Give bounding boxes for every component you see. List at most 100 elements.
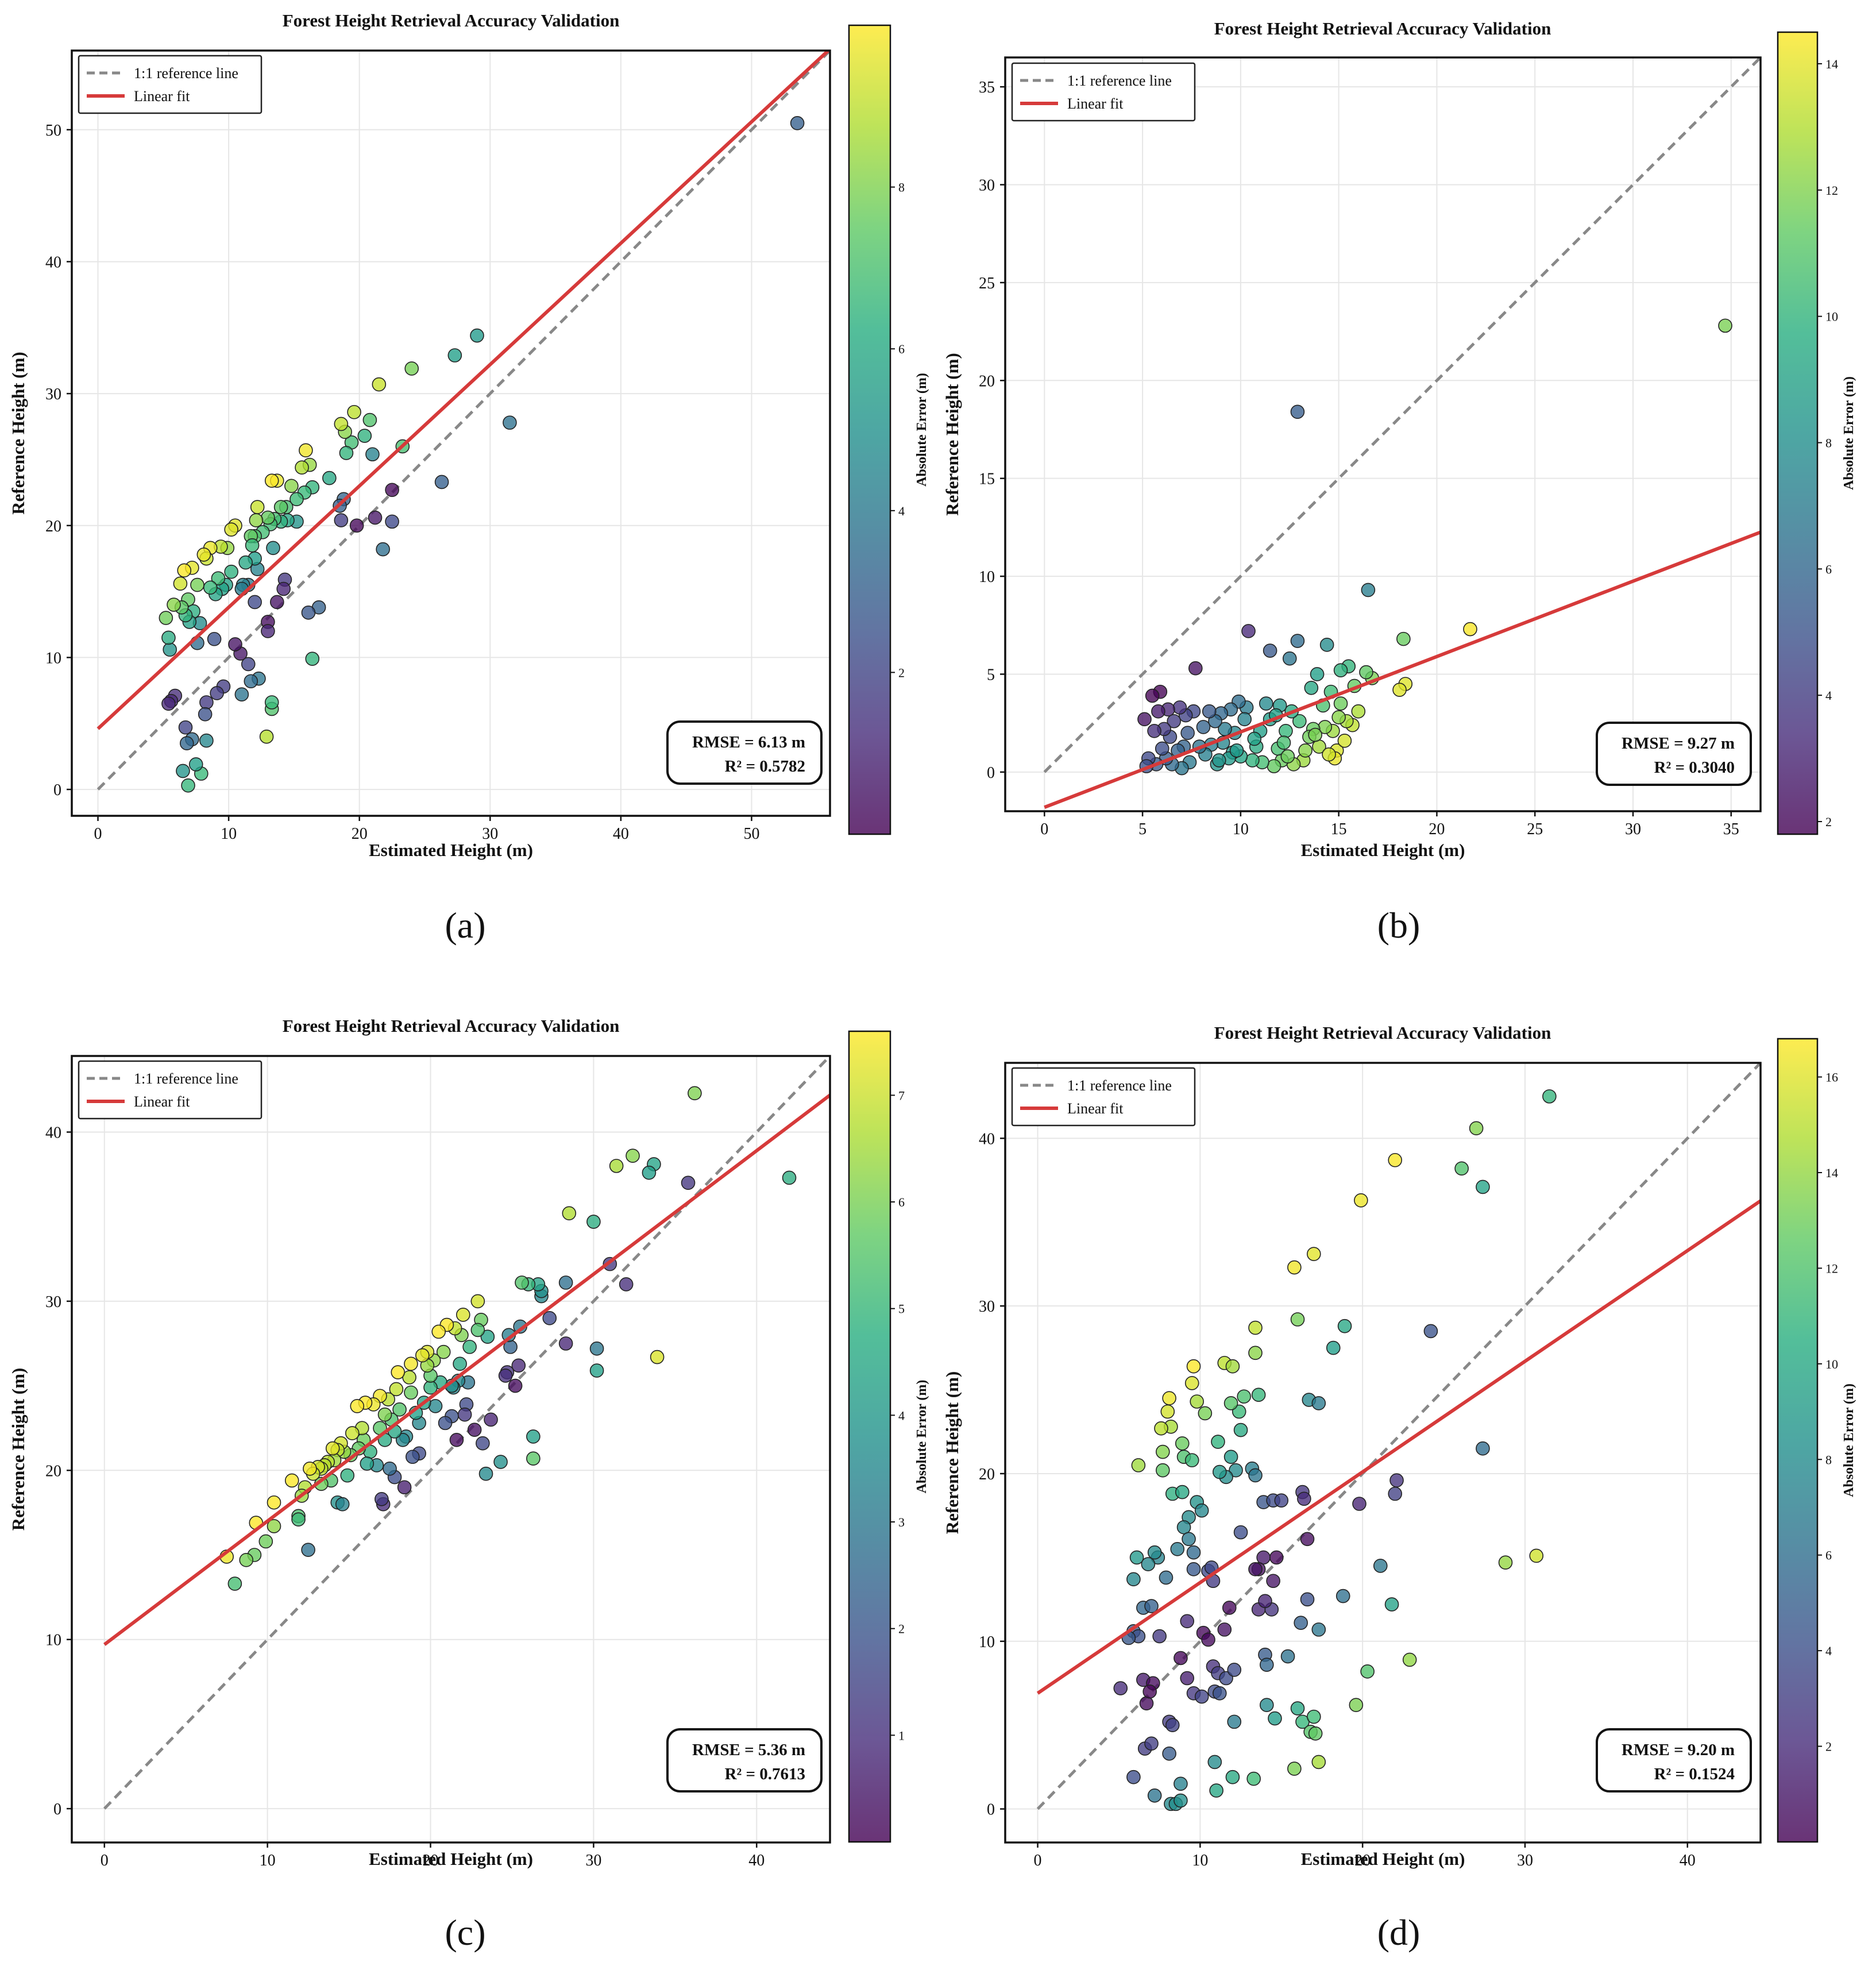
data-point (207, 631, 222, 646)
data-point (303, 1462, 317, 1476)
data-point (1290, 1701, 1305, 1716)
y-axis-label: Reference Height (m) (8, 352, 28, 514)
data-point (1248, 1468, 1263, 1483)
data-point (404, 1385, 418, 1400)
x-tick-label: 50 (743, 825, 759, 843)
data-point (1718, 318, 1732, 333)
data-point (1212, 1686, 1227, 1701)
data-point (470, 328, 484, 343)
stats-box-frame (1596, 1728, 1752, 1792)
colorbar-tick-label: 8 (898, 180, 905, 195)
data-point (305, 652, 320, 666)
data-point (1463, 622, 1477, 637)
panel-label-d: (d) (1377, 1912, 1420, 1953)
stats-box-frame (666, 720, 823, 785)
legend: 1:1 reference line Linear fit (1011, 1067, 1196, 1127)
data-point (526, 1451, 541, 1466)
chart-title: Forest Height Retrieval Accuracy Validat… (1214, 1023, 1551, 1043)
data-point (1274, 1493, 1289, 1508)
colorbar-tick-label: 12 (1825, 1261, 1838, 1275)
stats-r2: R² = 0.1524 (1654, 1765, 1735, 1783)
fit-line (1036, 1199, 1761, 1695)
y-tick-label: 10 (45, 1632, 61, 1649)
data-point (173, 576, 188, 591)
data-point (436, 1344, 451, 1359)
y-axis-label: Reference Height (m) (942, 353, 962, 515)
y-tick-label: 35 (979, 79, 995, 97)
x-axis-label: Estimated Height (m) (369, 840, 533, 860)
data-point (1151, 704, 1165, 719)
data-point (1207, 1755, 1222, 1770)
stats-box: RMSE = 5.36 m R² = 0.7613 (666, 1728, 823, 1792)
data-point (1276, 735, 1291, 750)
data-point (790, 116, 805, 130)
data-point (1147, 1545, 1162, 1560)
data-point (339, 446, 354, 460)
legend-box (78, 55, 263, 114)
colorbar-tick-label: 16 (1825, 1070, 1838, 1085)
data-point (203, 580, 218, 595)
x-tick-label: 0 (101, 1852, 109, 1869)
legend: 1:1 reference line Linear fit (1011, 62, 1196, 122)
data-point (1292, 714, 1307, 728)
data-point (447, 348, 462, 363)
colorbar-b: 2 4 6 8 10 12 14 Absolute Error (m) (1777, 31, 1856, 835)
fit-line (96, 51, 830, 730)
data-point (350, 1399, 365, 1413)
data-point (1266, 1574, 1280, 1589)
data-point (1229, 1463, 1243, 1478)
data-point (1223, 1450, 1238, 1464)
data-point (176, 764, 190, 778)
colorbar-gradient (848, 1030, 891, 1843)
legend-box (1011, 1067, 1196, 1127)
data-point (177, 563, 192, 578)
colorbar-label: Absolute Error (m) (1842, 376, 1856, 490)
legend-item-reference: 1:1 reference line (134, 65, 238, 82)
legend-item-fit: Linear fit (134, 1093, 190, 1110)
data-point (340, 1468, 355, 1483)
colorbar-tick-label: 5 (898, 1302, 905, 1316)
colorbar-label: Absolute Error (m) (914, 1380, 929, 1494)
y-tick-label: 10 (979, 1633, 995, 1651)
legend-item-fit: Linear fit (1067, 95, 1124, 112)
y-tick-label: 20 (45, 518, 61, 535)
colorbar-tick-label: 4 (1825, 688, 1832, 703)
data-point (1287, 1260, 1302, 1275)
data-point (1186, 1359, 1201, 1374)
data-point (1529, 1548, 1544, 1563)
legend-box (1011, 62, 1196, 122)
stats-r2: R² = 0.5782 (725, 757, 805, 776)
data-point (301, 606, 316, 620)
colorbar-tick-label: 4 (898, 1408, 905, 1423)
data-point (456, 1308, 470, 1322)
reference-line (103, 1056, 830, 1810)
y-tick-label: 5 (987, 666, 995, 684)
x-tick-label: 5 (1138, 820, 1147, 838)
stats-r2: R² = 0.3040 (1654, 758, 1735, 777)
data-point (562, 1206, 577, 1221)
colorbar-tick-label: 6 (1825, 562, 1832, 576)
stats-box-frame (666, 1728, 823, 1792)
colorbar-tick-label: 7 (898, 1088, 905, 1102)
data-point (228, 637, 242, 652)
colorbar-tick-label: 8 (1825, 435, 1832, 450)
data-point (1337, 734, 1352, 748)
data-point (1388, 1152, 1403, 1167)
data-point (1139, 1696, 1154, 1711)
data-point (1352, 1497, 1367, 1511)
data-point (1144, 1736, 1159, 1751)
y-tick-label: 40 (45, 253, 61, 271)
data-point (1308, 727, 1322, 742)
y-tick-label: 40 (979, 1130, 995, 1148)
data-point (375, 1492, 389, 1506)
data-point (1247, 731, 1262, 746)
colorbar-tick-label: 2 (1825, 815, 1832, 829)
x-tick-label: 40 (748, 1852, 765, 1869)
chart-title: Forest Height Retrieval Accuracy Validat… (283, 10, 620, 30)
data-point (199, 695, 214, 710)
data-point (480, 1329, 495, 1344)
plot-area-a: 0 10 20 30 40 50 0 10 20 30 40 50 Estimated Height (… (8, 49, 831, 860)
data-point (227, 1576, 242, 1591)
data-point (377, 1407, 392, 1422)
legend-item-reference: 1:1 reference line (134, 1070, 238, 1087)
